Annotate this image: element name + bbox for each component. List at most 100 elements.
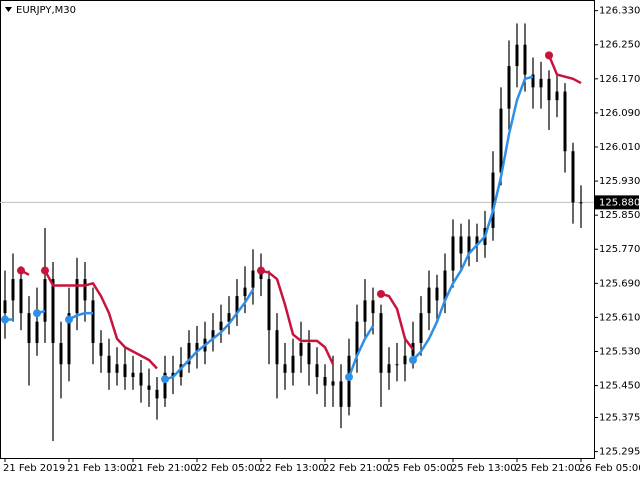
y-tick-label: 125.850 (599, 210, 640, 221)
x-tick-label: 21 Feb 2019 (3, 463, 65, 474)
candle-body (339, 381, 343, 407)
candle-body (123, 364, 127, 378)
x-tick-label: 22 Feb 21:00 (323, 463, 389, 474)
y-tick-label: 125.770 (599, 244, 640, 255)
candle-body (275, 330, 279, 365)
y-tick-label: 125.375 (599, 413, 640, 424)
candle-body (307, 342, 311, 365)
candle-body (427, 287, 431, 314)
candle-body (59, 342, 63, 365)
candle-body (107, 355, 111, 373)
candle-body (459, 236, 463, 254)
signal-marker (65, 315, 73, 324)
candle-body (211, 330, 215, 339)
candle-body (435, 287, 439, 301)
candle-body (259, 270, 263, 280)
candle-body (515, 44, 519, 67)
x-tick-label: 26 Feb 05:00 (579, 463, 640, 474)
candle-body (235, 296, 239, 314)
candle-body (387, 364, 391, 373)
y-tick-label: 126.090 (599, 108, 640, 119)
candle-body (27, 313, 31, 343)
signal-marker (377, 289, 385, 298)
candle-body (555, 91, 559, 101)
indicator-line (380, 292, 414, 351)
candle-body (563, 91, 567, 152)
candle-body (163, 372, 167, 399)
y-tick-label: 125.930 (599, 176, 640, 187)
x-tick-label: 22 Feb 05:00 (195, 463, 261, 474)
indicator-line (547, 54, 582, 85)
indicator-line (164, 289, 255, 381)
candle-body (251, 270, 255, 288)
candle-body (51, 279, 55, 343)
x-tick-label: 25 Feb 13:00 (451, 463, 517, 474)
indicator-line (347, 325, 375, 378)
indicator-line (68, 311, 93, 321)
candle-body (67, 313, 71, 365)
candle-body (491, 172, 495, 228)
candle-body (475, 236, 479, 245)
signal-marker (409, 356, 417, 365)
candle-body (227, 313, 231, 322)
y-tick-label: 126.170 (599, 74, 640, 85)
x-tick-label: 25 Feb 21:00 (515, 463, 581, 474)
candle-body (283, 364, 287, 373)
candle-body (355, 321, 359, 356)
y-tick-label: 125.530 (599, 346, 640, 357)
signal-marker (257, 266, 265, 275)
candle-body (19, 279, 23, 314)
symbol-arrow (5, 7, 12, 12)
candle-body (115, 364, 119, 373)
candle-body (91, 300, 95, 343)
candle-body (219, 321, 223, 331)
candle-body (99, 342, 103, 356)
candle-body (451, 236, 455, 271)
candle-body (443, 270, 447, 301)
candle-body (419, 313, 423, 343)
candle-body (499, 108, 503, 173)
candle-body (43, 279, 47, 322)
candle-body (11, 279, 15, 301)
plot-frame (0, 0, 595, 459)
candle-body (291, 355, 295, 373)
current-price-label: 125.880 (599, 197, 640, 208)
candle-body (139, 372, 143, 386)
candle-body (83, 279, 87, 301)
candle-body (3, 300, 7, 314)
signal-marker (1, 315, 9, 324)
candle-body (171, 372, 175, 378)
candle-body (35, 321, 39, 343)
candle-body (299, 342, 303, 356)
signal-marker (33, 309, 41, 318)
indicator-line (412, 75, 534, 361)
y-tick-label: 125.450 (599, 381, 640, 392)
signal-marker (545, 51, 553, 60)
candle-body (179, 364, 183, 378)
candle-body (403, 355, 407, 365)
candle-body (467, 236, 471, 254)
candle-body (363, 300, 367, 322)
y-tick-label: 125.295 (599, 447, 640, 458)
indicator-line (43, 269, 158, 370)
chart-title: EURJPY,M30 (16, 5, 76, 16)
y-tick-label: 125.610 (599, 312, 640, 323)
y-tick-label: 125.690 (599, 278, 640, 289)
current-price-box (595, 195, 639, 210)
y-tick-label: 126.010 (599, 142, 640, 153)
candle-body (547, 78, 551, 101)
candle-body (323, 377, 327, 386)
x-tick-label: 21 Feb 21:00 (131, 463, 197, 474)
candle-body (539, 78, 543, 88)
signal-marker (345, 373, 353, 382)
candle-body (379, 313, 383, 373)
candle-body (371, 300, 375, 314)
y-tick-label: 126.330 (599, 6, 640, 17)
candle-body (579, 202, 583, 204)
candle-body (243, 287, 247, 297)
signal-marker (17, 266, 25, 275)
candle-body (267, 279, 271, 331)
candle-body (75, 279, 79, 314)
